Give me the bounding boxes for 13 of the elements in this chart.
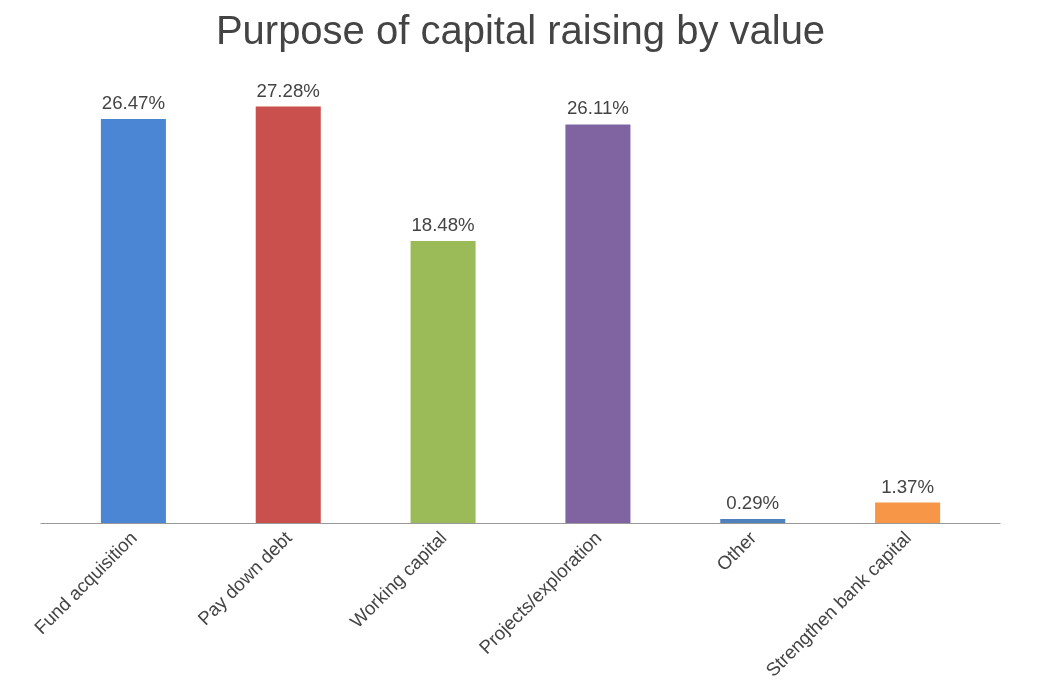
- bar: [875, 502, 941, 524]
- data-label: 27.28%: [256, 79, 320, 101]
- bar: [255, 106, 321, 524]
- bar: [100, 118, 166, 524]
- data-label: 26.47%: [101, 91, 166, 113]
- bar: [720, 519, 786, 524]
- data-label: 26.11%: [566, 97, 629, 119]
- data-label: 18.48%: [411, 214, 475, 236]
- bar: [410, 241, 476, 524]
- chart-title: Purpose of capital raising by value: [215, 7, 826, 52]
- data-label: 0.29%: [726, 492, 780, 514]
- bar: [565, 124, 631, 524]
- data-label: 1.37%: [881, 475, 935, 497]
